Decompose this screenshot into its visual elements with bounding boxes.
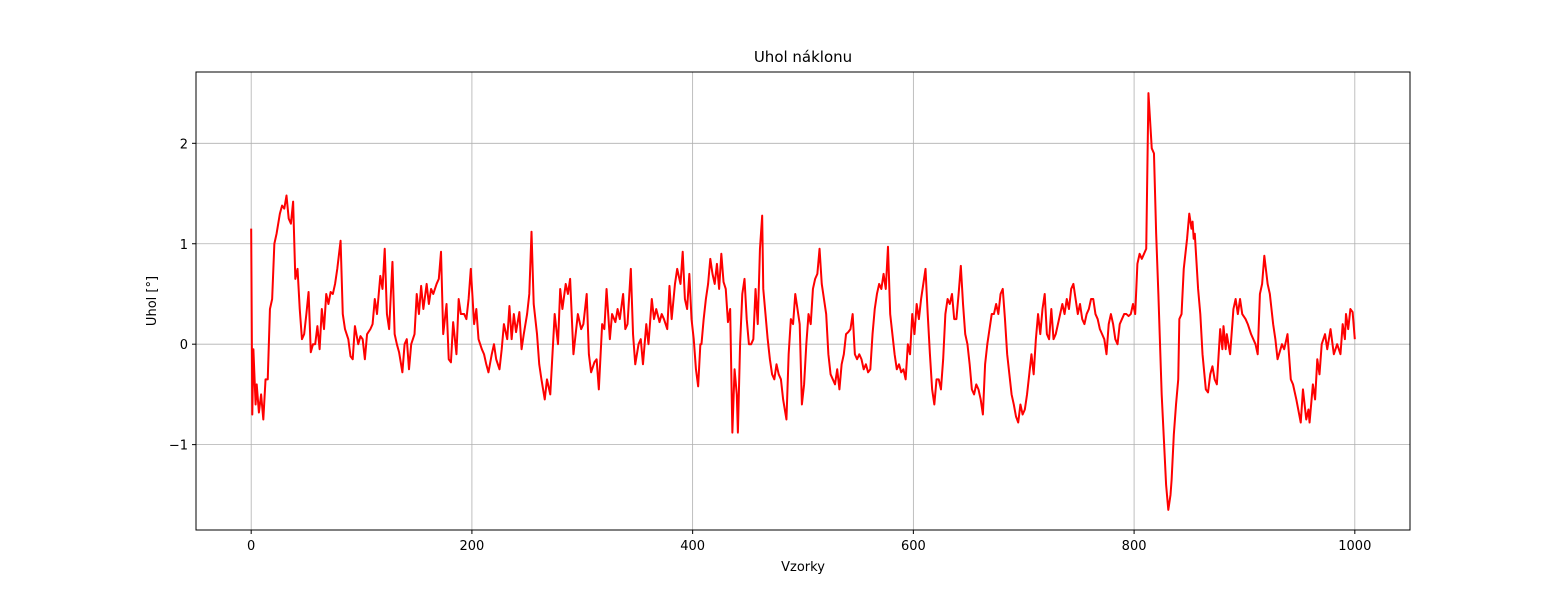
x-tick-label: 1000 xyxy=(1338,539,1371,554)
y-tick-label: 0 xyxy=(180,338,188,353)
y-axis-label: Uhol [°] xyxy=(145,276,160,326)
x-tick-label: 600 xyxy=(901,539,926,554)
plot-frame xyxy=(195,71,1411,531)
x-axis-label: Vzorky xyxy=(781,560,825,575)
data-line xyxy=(250,92,1356,511)
x-tick-label: 800 xyxy=(1122,539,1147,554)
x-tick-label: 200 xyxy=(459,539,484,554)
y-tick-label: 2 xyxy=(180,137,188,152)
y-tick-label: 1 xyxy=(180,238,188,253)
x-tick-label: 0 xyxy=(247,539,255,554)
x-tick-label: 400 xyxy=(680,539,705,554)
y-tick-label: −1 xyxy=(169,439,188,454)
chart-title: Uhol náklonu xyxy=(754,48,852,66)
